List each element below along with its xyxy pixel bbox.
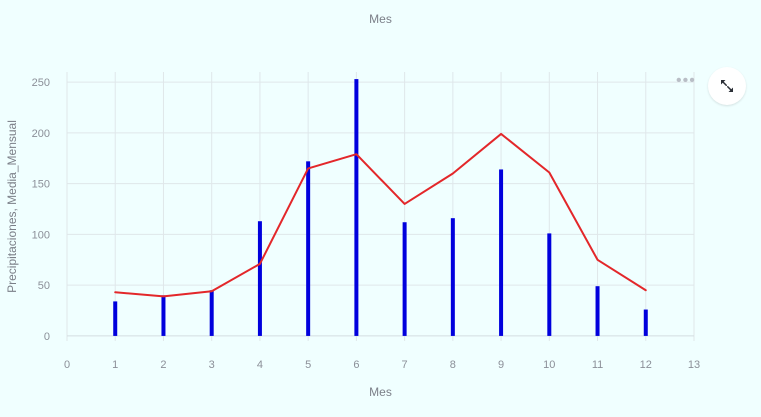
y-tick-label: 200	[32, 128, 50, 140]
bar[interactable]	[402, 222, 407, 336]
y-tick-label: 250	[32, 77, 50, 89]
x-tick-label: 8	[450, 359, 456, 371]
expand-button[interactable]	[708, 67, 746, 105]
bar[interactable]	[306, 161, 311, 336]
x-tick-label: 11	[592, 359, 603, 371]
y-tick-label: 50	[38, 280, 50, 292]
more-horizontal-icon[interactable]: •••	[676, 72, 696, 89]
expand-icon	[721, 80, 733, 92]
bar[interactable]	[595, 286, 600, 336]
series-line[interactable]	[114, 132, 647, 298]
x-tick-label: 13	[688, 359, 700, 371]
bar[interactable]	[161, 295, 166, 336]
y-axis-label: Precipitaciones, Media_Mensual	[5, 120, 19, 293]
y-tick-label: 0	[44, 331, 50, 343]
x-tick-label: 4	[257, 359, 263, 371]
x-tick-label: 0	[64, 359, 70, 371]
bar[interactable]	[643, 309, 648, 336]
bar[interactable]	[547, 233, 552, 336]
bar[interactable]	[354, 79, 359, 336]
x-tick-label: 7	[402, 359, 408, 371]
bar[interactable]	[499, 169, 504, 336]
x-axis-label: Mes	[369, 385, 392, 399]
y-tick-label: 150	[32, 179, 50, 191]
x-tick-label: 2	[160, 359, 166, 371]
bar[interactable]	[257, 221, 262, 336]
x-tick-label: 9	[498, 359, 504, 371]
page-title: Mes	[369, 12, 392, 26]
bar[interactable]	[209, 290, 214, 336]
x-tick-label: 3	[209, 359, 215, 371]
bar[interactable]	[113, 301, 118, 336]
x-tick-label: 1	[112, 359, 118, 371]
x-tick-label: 12	[640, 359, 652, 371]
x-tick-label: 10	[543, 359, 555, 371]
bar[interactable]	[450, 218, 455, 336]
y-tick-label: 100	[32, 229, 50, 241]
x-tick-label: 5	[305, 359, 311, 371]
x-tick-label: 6	[353, 359, 359, 371]
